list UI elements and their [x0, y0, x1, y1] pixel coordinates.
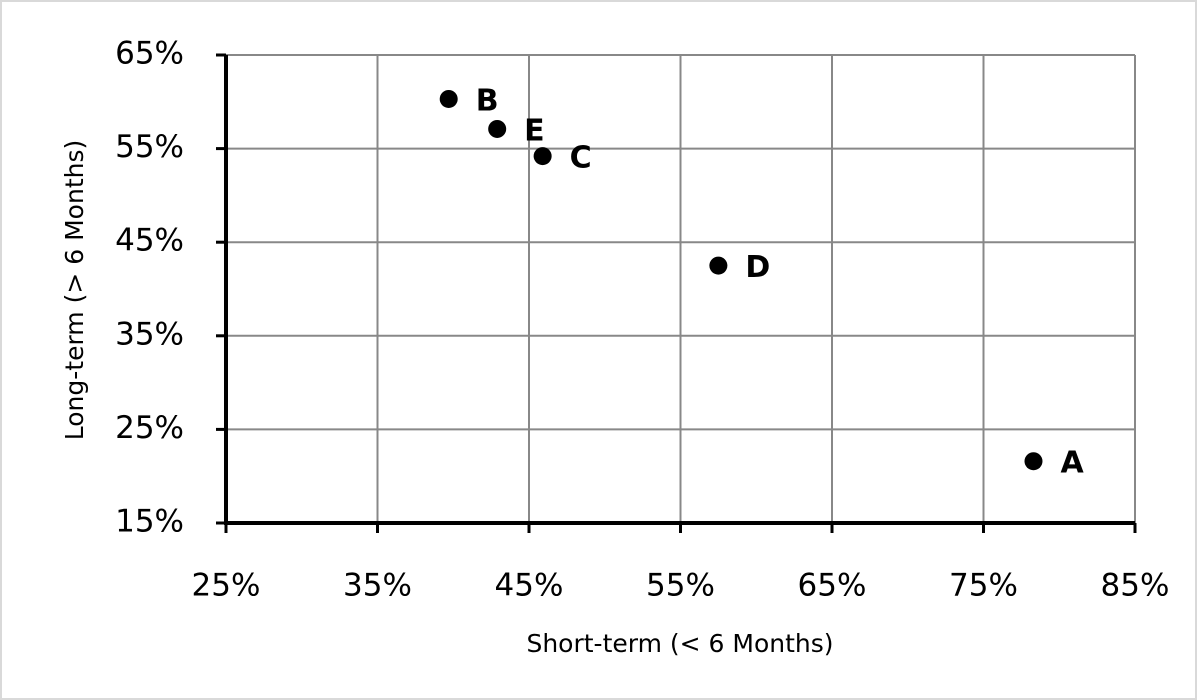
point	[709, 256, 728, 275]
x-tick-label: 45%	[495, 568, 564, 604]
y-tick-label: 45%	[115, 223, 184, 259]
point	[439, 89, 458, 108]
y-axis-label: Long-term (> 6 Months)	[60, 140, 89, 440]
x-tick-label: 65%	[798, 568, 867, 604]
y-tick-label: 65%	[115, 36, 184, 72]
y-tick-label: 15%	[115, 504, 184, 540]
point	[488, 119, 507, 138]
point-label: A	[1060, 446, 1084, 481]
point	[533, 147, 552, 166]
x-tick-label: 75%	[949, 568, 1018, 604]
x-axis-label: Short-term (< 6 Months)	[526, 629, 833, 658]
y-tick-label: 25%	[115, 410, 184, 446]
point-label: B	[476, 83, 499, 118]
point-label: E	[524, 113, 545, 148]
point	[1024, 452, 1043, 471]
y-tick-label: 35%	[115, 316, 184, 352]
point-label: C	[570, 141, 592, 176]
x-tick-label: 25%	[192, 568, 261, 604]
x-tick-label: 35%	[343, 568, 412, 604]
y-tick-label: 55%	[115, 129, 184, 165]
point-label: D	[745, 250, 770, 285]
x-tick-label: 85%	[1101, 568, 1170, 604]
x-tick-label: 55%	[646, 568, 715, 604]
